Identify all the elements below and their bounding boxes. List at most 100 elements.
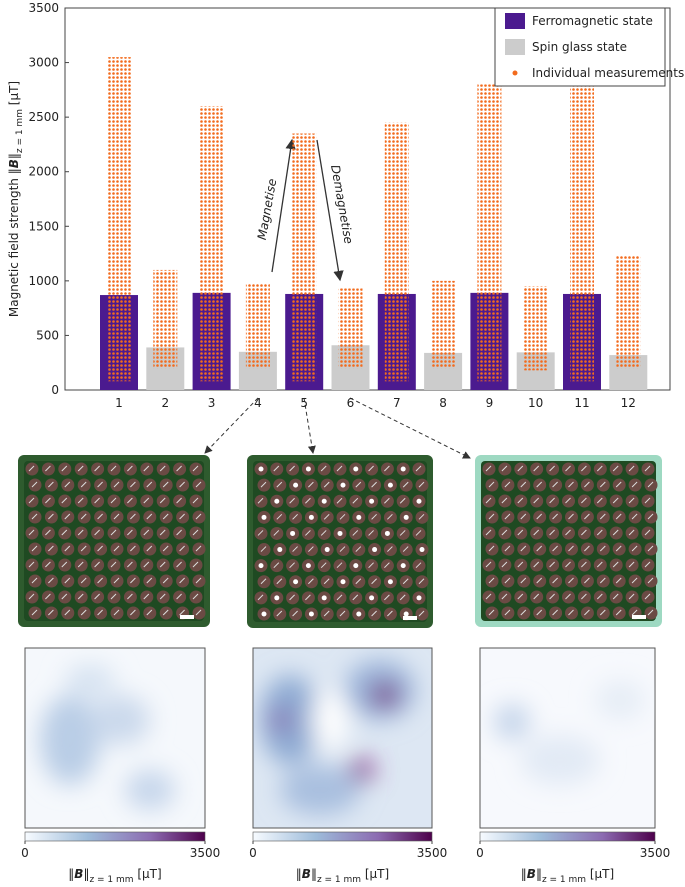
magnet-cell <box>126 574 140 588</box>
highlight <box>584 513 590 520</box>
highlight <box>549 497 555 504</box>
magnet-cell <box>415 575 429 589</box>
magnet-cell <box>625 558 639 572</box>
highlight <box>195 609 202 616</box>
magnet-cell <box>143 606 157 620</box>
colorbar-label-part: ‖ <box>311 867 317 881</box>
colorbar-label: ‖B‖z = 1 mm [µT] <box>521 867 614 883</box>
highlight <box>418 513 425 520</box>
magnet-cell <box>317 559 331 573</box>
magnet-cell <box>612 478 626 492</box>
colorbar-label-part: z = 1 mm <box>89 875 133 883</box>
magnet-cell <box>609 558 623 572</box>
highlight <box>520 609 527 616</box>
highlight <box>336 497 343 504</box>
highlight <box>355 481 362 488</box>
highlight <box>533 593 540 600</box>
magnet-cell <box>58 558 72 572</box>
highlight <box>64 513 71 520</box>
highlight <box>130 609 136 616</box>
magnet-cell <box>577 526 591 540</box>
highlight <box>323 513 330 520</box>
colorbar-label-part: B <box>74 867 83 881</box>
highlight <box>336 594 343 601</box>
magnet-cell <box>159 478 173 492</box>
magnet-cell <box>77 542 91 556</box>
highlight <box>113 577 120 584</box>
highlight <box>488 545 495 552</box>
magnet-cell <box>333 494 347 508</box>
highlight <box>192 529 199 536</box>
highlight <box>176 561 182 568</box>
highlight <box>416 498 422 504</box>
highlight <box>612 497 619 504</box>
highlight <box>552 609 558 616</box>
magnet-cell <box>110 478 124 492</box>
highlight <box>337 530 343 536</box>
magnet-cell <box>94 606 108 620</box>
highlight <box>289 497 295 504</box>
colorbar-label-part: z = 1 mm <box>542 875 586 883</box>
highlight <box>94 465 100 472</box>
highlight <box>384 465 390 472</box>
highlight <box>644 465 651 472</box>
highlight <box>336 562 343 569</box>
magnet-cell <box>580 510 594 524</box>
magnet-cell <box>140 494 154 508</box>
highlight <box>549 465 555 472</box>
magnet-cell <box>562 462 575 476</box>
measurement-spread <box>338 288 363 369</box>
magnet-cell <box>156 558 170 572</box>
highlight <box>628 465 635 472</box>
scale-bar <box>403 616 417 620</box>
magnet-cell <box>176 510 190 524</box>
magnet-cell <box>498 462 512 476</box>
highlight <box>162 513 169 520</box>
magnet-cell <box>514 590 528 604</box>
highlight <box>305 563 311 569</box>
highlight <box>533 497 540 504</box>
highlight <box>130 513 136 520</box>
magnet-cell <box>577 558 591 572</box>
magnet-cell <box>156 526 170 540</box>
magnet-cell <box>612 542 626 556</box>
highlight <box>568 609 574 616</box>
magnet-cell <box>126 510 140 524</box>
highlight <box>162 577 169 584</box>
highlight <box>402 546 409 552</box>
magnet-cell <box>257 543 271 557</box>
highlight <box>293 482 299 488</box>
magnet-cell <box>596 510 610 524</box>
highlight <box>384 497 390 504</box>
highlight <box>565 465 571 472</box>
magnet-cell <box>482 526 496 540</box>
magnet-cell <box>501 478 515 492</box>
highlight <box>402 481 409 488</box>
highlight <box>533 529 540 536</box>
highlight <box>320 530 327 536</box>
highlight <box>179 481 185 488</box>
highlight <box>176 497 182 504</box>
highlight <box>387 579 393 585</box>
magnet-cell <box>123 494 137 508</box>
magnet-cell <box>399 543 413 557</box>
magnet-cell <box>44 510 58 524</box>
magnet-cell <box>110 574 124 588</box>
magnet-cell <box>301 526 315 540</box>
highlight <box>48 513 54 520</box>
magnet-cell <box>485 510 499 524</box>
highlight <box>113 545 120 552</box>
highlight <box>277 547 283 553</box>
magnet-cell <box>549 574 563 588</box>
highlight <box>504 545 511 552</box>
highlight <box>159 465 166 472</box>
highlight <box>371 513 377 520</box>
magnet-cell <box>593 462 607 476</box>
highlight <box>488 481 495 488</box>
magnet-cell <box>514 526 528 540</box>
y-axis-label: Magnetic field strength ‖B‖z = 1 mm [µT] <box>7 81 25 317</box>
highlight <box>565 529 571 536</box>
highlight <box>368 562 374 569</box>
highlight <box>261 514 267 520</box>
magnet-cell <box>94 510 108 524</box>
